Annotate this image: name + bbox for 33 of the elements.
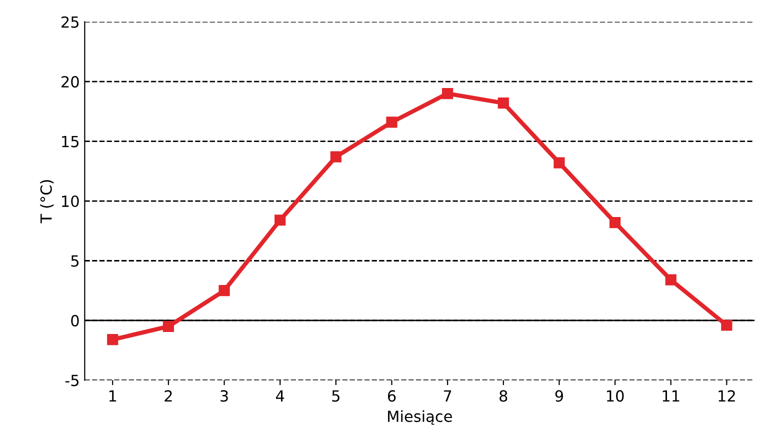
point [665, 274, 676, 286]
x-tick-label: 11 [662, 390, 680, 402]
x-tick-label: 7 [444, 390, 452, 402]
x-tick-label: 9 [555, 390, 563, 402]
x-tick-label: 3 [220, 390, 228, 402]
point [218, 285, 230, 296]
y-tick-label: 5 [71, 255, 79, 267]
x-axis-title: Miesiące [388, 410, 452, 425]
y-tick-label: 25 [62, 16, 79, 28]
x-tick-label: 12 [718, 390, 735, 402]
point [442, 88, 454, 100]
point [721, 320, 732, 331]
point [274, 214, 286, 226]
y-axis-title: T (°C) [40, 180, 54, 224]
x-tick-label: 4 [276, 390, 284, 402]
y-tick-label: -5 [65, 374, 79, 386]
y-tick-label: 20 [62, 76, 79, 88]
x-tick-label: 5 [332, 390, 340, 402]
y-tick-label: 10 [62, 195, 79, 208]
point [162, 320, 174, 332]
point [330, 151, 342, 162]
x-tick-label: 8 [500, 390, 508, 402]
x-tick-label: 1 [109, 390, 116, 402]
y-tick-label: 15 [62, 136, 79, 148]
x-tick-label: 6 [388, 390, 396, 402]
point [107, 334, 118, 346]
x-tick-label: 2 [164, 390, 172, 402]
point [498, 98, 509, 109]
point [609, 216, 621, 228]
point [554, 157, 565, 168]
x-tick-label: 10 [606, 390, 624, 402]
y-tick-label: 0 [71, 314, 79, 326]
point [386, 116, 398, 128]
